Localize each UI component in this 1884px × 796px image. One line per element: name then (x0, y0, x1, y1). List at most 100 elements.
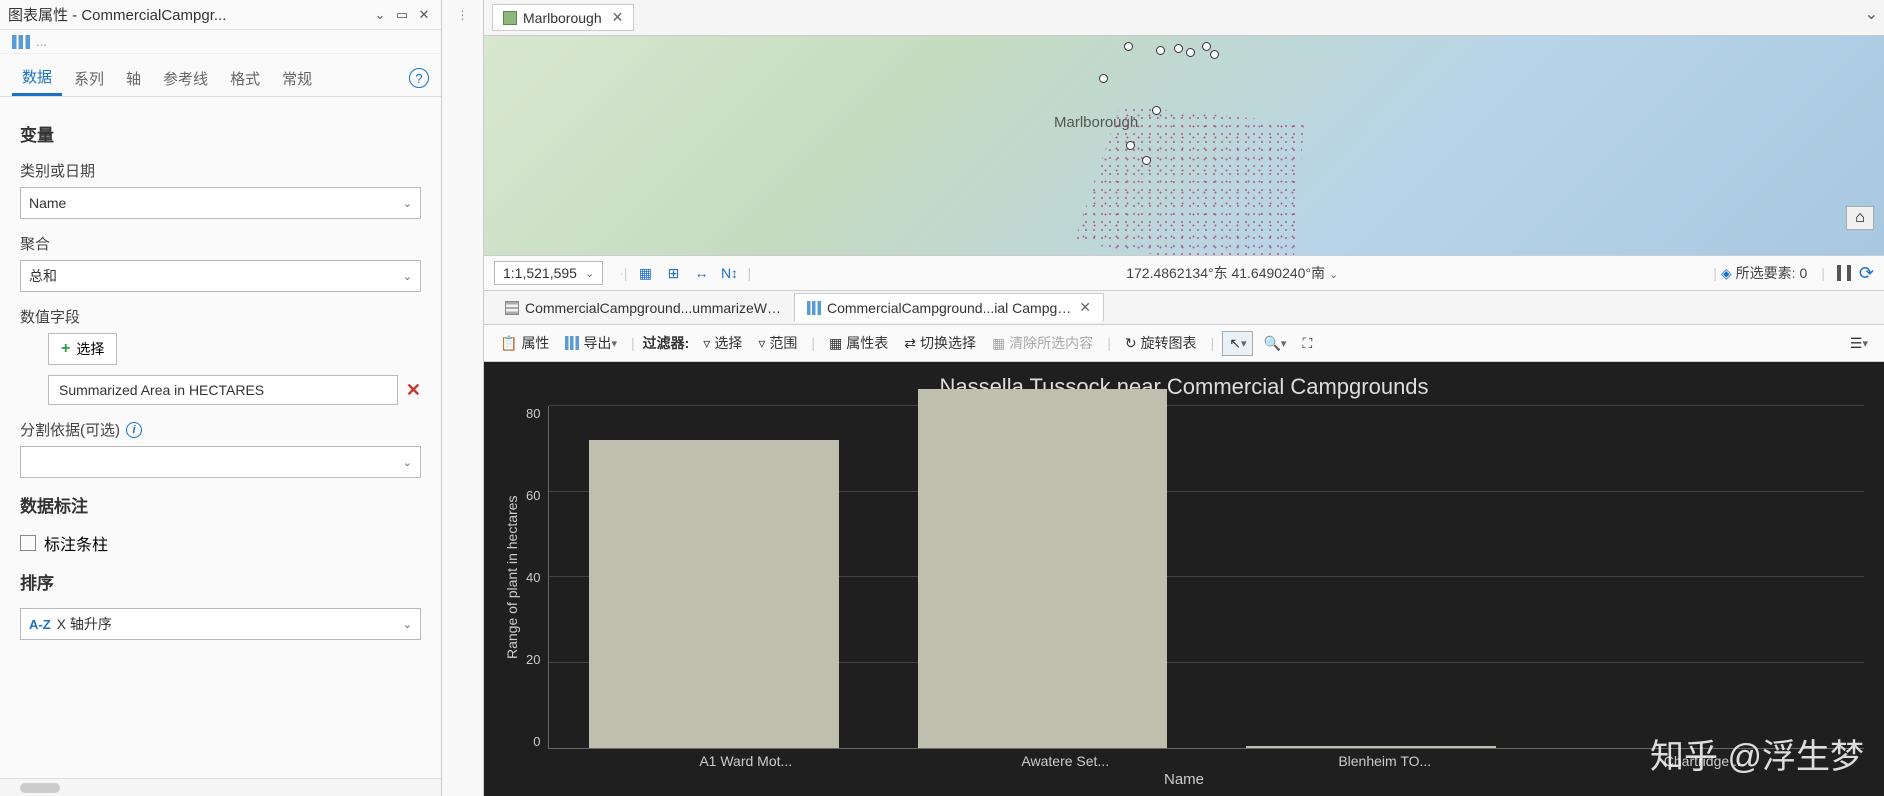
chart-tab-bar: CommercialCampground...ummarizeW… Commer… (484, 291, 1884, 325)
tool-measure-icon[interactable]: ↔ (691, 262, 713, 284)
y-axis-label: Range of plant in hectares (504, 406, 520, 749)
label-numeric: 数值字段 (20, 306, 421, 327)
close-tab-icon[interactable]: ✕ (1079, 299, 1091, 316)
remove-field-icon[interactable]: ✕ (406, 380, 421, 401)
sort-value: X 轴升序 (57, 616, 112, 632)
map-view[interactable]: Marlborough ⌂ (484, 36, 1884, 256)
map-tab[interactable]: Marlborough ✕ (492, 4, 634, 31)
map-status-bar: 1:1,521,595 ⌄ ·| ▦ ⊞ ↔ N↕ | 172.4862134°… (484, 256, 1884, 291)
panel-tabs: 数据 系列 轴 参考线 格式 常规 ? (0, 54, 441, 97)
chevron-down-icon: ⌄ (403, 197, 412, 210)
tb-zoom-tool[interactable]: 🔍 ▾ (1257, 332, 1292, 355)
chart-body: Range of plant in hectares 806040200 (504, 406, 1864, 749)
select-aggregate-value: 总和 (29, 266, 57, 286)
horizontal-scrollbar[interactable] (0, 778, 441, 796)
btn-select-field[interactable]: + 选择 (48, 333, 117, 365)
numeric-field-value[interactable]: Summarized Area in HECTARES (48, 375, 398, 405)
close-tab-icon[interactable]: ✕ (612, 9, 624, 26)
table-icon (505, 301, 519, 315)
x-axis-labels: A1 Ward Mot...Awatere Set...Blenheim TO.… (504, 749, 1864, 769)
chart-properties-panel: 图表属性 - CommercialCampgr... ⌄ ▭ ✕ ... 数据 … (0, 0, 442, 796)
tb-attr-table[interactable]: ▦属性表 (823, 330, 894, 356)
chart-tab-bar-chart[interactable]: CommercialCampground...ial Campg… ✕ (794, 293, 1104, 322)
right-panel: Marlborough ✕ ⌄ Marlborough ⌂ 1:1,521,59… (484, 0, 1884, 796)
help-icon[interactable]: ? (409, 68, 429, 88)
map-home-button[interactable]: ⌂ (1846, 206, 1874, 230)
bar-chart-icon (12, 35, 30, 49)
x-tick-label: Chartridge ... (1545, 753, 1865, 769)
close-icon[interactable]: ✕ (415, 6, 433, 24)
pause-draw-icon[interactable] (1837, 265, 1851, 281)
splitter-handle-icon: ⋮ (457, 8, 469, 22)
sort-row: A-ZX 轴升序 ⌄ (20, 608, 421, 640)
scale-selector[interactable]: 1:1,521,595 ⌄ (494, 261, 603, 285)
x-tick-label: Blenheim TO... (1225, 753, 1545, 769)
select-category[interactable]: Name ⌄ (20, 187, 421, 219)
sort-az-icon: A-Z (29, 617, 51, 632)
section-sort: 排序 (20, 569, 421, 594)
chevron-down-icon: ⌄ (403, 456, 412, 469)
tab-general[interactable]: 常规 (272, 62, 322, 95)
tb-more[interactable]: ☰ ▾ (1844, 332, 1874, 355)
chart-plot[interactable] (548, 406, 1864, 749)
subtitle-text: ... (36, 34, 47, 49)
checkbox-label-bars-text: 标注条柱 (44, 531, 108, 555)
panel-title: 图表属性 - CommercialCampgr... (8, 4, 367, 25)
chart-bar[interactable] (918, 389, 1168, 748)
section-annotation: 数据标注 (20, 492, 421, 517)
label-split: 分割依据(可选) i (20, 419, 421, 440)
map-tab-bar: Marlborough ✕ ⌄ (484, 0, 1884, 36)
tb-export[interactable]: 导出 ▾ (559, 330, 623, 356)
label-category: 类别或日期 (20, 160, 421, 181)
tab-guides[interactable]: 参考线 (153, 62, 218, 95)
tb-filter-select[interactable]: ▿选择 (697, 330, 748, 356)
label-aggregate: 聚合 (20, 233, 421, 254)
tb-full-extent[interactable]: ⛶ (1296, 332, 1318, 355)
select-split[interactable]: ⌄ (20, 446, 421, 478)
tb-toggle-selection[interactable]: ⇄切换选择 (898, 330, 982, 356)
y-axis-ticks: 806040200 (526, 406, 548, 749)
tool-grid-icon[interactable]: ⊞ (663, 262, 685, 284)
chart-title: Nassella Tussock near Commercial Campgro… (504, 374, 1864, 400)
refresh-icon[interactable]: ⟳ (1859, 263, 1874, 284)
tb-rotate-chart[interactable]: ↻旋转图表 (1119, 330, 1203, 356)
chart-tab-table[interactable]: CommercialCampground...ummarizeW… (492, 294, 794, 322)
bar-chart-icon (807, 301, 821, 315)
selected-count: ◈ 所选要素: 0 (1721, 263, 1807, 283)
plus-icon: + (61, 340, 70, 358)
chart-toolbar: 📋属性 导出 ▾ | 过滤器: ▿选择 ▿范围 | ▦属性表 ⇄切换选择 ▦清除… (484, 325, 1884, 362)
tab-series[interactable]: 系列 (64, 62, 114, 95)
chevron-down-icon: ⌄ (585, 267, 594, 280)
select-sort[interactable]: A-ZX 轴升序 ⌄ (20, 608, 421, 640)
select-category-value: Name (29, 195, 66, 211)
chart-tab-1-label: CommercialCampground...ummarizeW… (525, 300, 781, 316)
chevron-down-icon: ⌄ (403, 270, 412, 283)
section-variable: 变量 (20, 121, 421, 146)
scale-value: 1:1,521,595 (503, 265, 577, 281)
tab-format[interactable]: 格式 (220, 62, 270, 95)
map-tab-label: Marlborough (523, 10, 602, 26)
x-axis-title: Name (504, 771, 1864, 788)
tool-snap-icon[interactable]: N↕ (719, 262, 741, 284)
chart-bar[interactable] (589, 440, 839, 748)
dropdown-icon[interactable]: ⌄ (371, 6, 389, 24)
x-tick-label: Awatere Set... (906, 753, 1226, 769)
vertical-splitter[interactable]: ⋮ (442, 0, 484, 796)
panel-header: 图表属性 - CommercialCampgr... ⌄ ▭ ✕ (0, 0, 441, 30)
numeric-field-row: Summarized Area in HECTARES ✕ (48, 375, 421, 405)
tb-filter-range[interactable]: ▿范围 (752, 330, 803, 356)
map-icon (503, 11, 517, 25)
float-icon[interactable]: ▭ (393, 6, 411, 24)
tab-data[interactable]: 数据 (12, 60, 62, 96)
select-aggregate[interactable]: 总和 ⌄ (20, 260, 421, 292)
tab-axis[interactable]: 轴 (116, 62, 151, 95)
info-icon[interactable]: i (126, 422, 142, 438)
tb-clear-selection[interactable]: ▦清除所选内容 (986, 330, 1099, 356)
checkbox-label-bars[interactable] (20, 535, 36, 551)
tb-cursor-tool[interactable]: ↖ ▾ (1222, 331, 1253, 356)
tool-extent-icon[interactable]: ▦ (635, 262, 657, 284)
chart-bar[interactable] (1246, 746, 1496, 748)
expand-icon[interactable]: ⌄ (1865, 4, 1878, 24)
tb-properties[interactable]: 📋属性 (494, 330, 555, 356)
chart-tab-2-label: CommercialCampground...ial Campg… (827, 300, 1071, 316)
